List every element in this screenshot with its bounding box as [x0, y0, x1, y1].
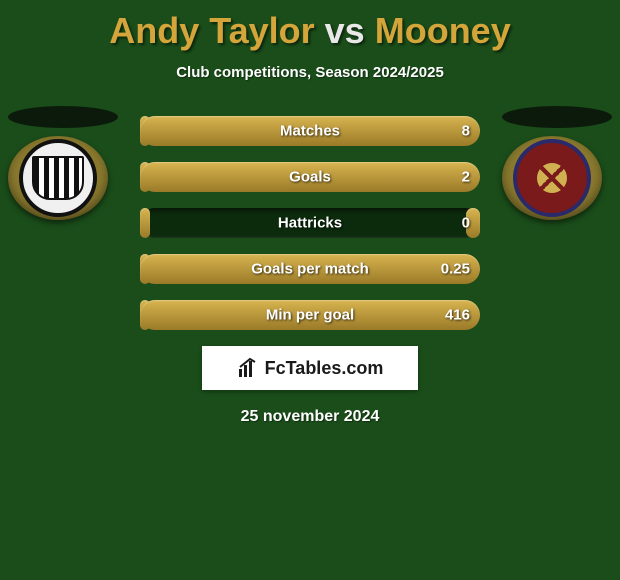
brand-chart-icon [237, 357, 259, 379]
stat-bars: Matches 8 Goals 2 Hattricks 0 Goals per match 0… [140, 116, 480, 330]
crest-inner [513, 139, 591, 217]
stat-bar: Matches 8 [140, 116, 480, 146]
crest-left [8, 106, 118, 220]
bar-value-right: 416 [445, 307, 470, 324]
brand-box: FcTables.com [202, 346, 418, 390]
crest-right [502, 106, 612, 220]
comparison-area: Matches 8 Goals 2 Hattricks 0 Goals per match 0… [0, 116, 620, 426]
subtitle: Club competitions, Season 2024/2025 [0, 64, 620, 81]
bar-value-right: 8 [462, 123, 470, 140]
page-title: Andy Taylor vs Mooney [0, 0, 620, 52]
club-crest-accrington [502, 136, 602, 220]
bar-value-right: 0 [462, 215, 470, 232]
crest-inner [19, 139, 97, 217]
stat-bar: Hattricks 0 [140, 208, 480, 238]
stat-bar: Goals per match 0.25 [140, 254, 480, 284]
grimsby-stripes-icon [32, 156, 84, 200]
stat-bar: Min per goal 416 [140, 300, 480, 330]
bar-label: Goals per match [251, 261, 369, 278]
brand-text: FcTables.com [265, 358, 384, 379]
player2-name: Mooney [375, 10, 511, 51]
stat-bar: Goals 2 [140, 162, 480, 192]
player1-name: Andy Taylor [109, 10, 314, 51]
bar-value-right: 2 [462, 169, 470, 186]
bar-label: Matches [280, 123, 340, 140]
vs-text: vs [325, 10, 365, 51]
club-crest-grimsby [8, 136, 108, 220]
footer-date: 25 november 2024 [0, 408, 620, 426]
bar-label: Hattricks [278, 215, 342, 232]
bar-label: Min per goal [266, 307, 354, 324]
accrington-ball-icon [537, 163, 567, 193]
crest-shadow [502, 106, 612, 128]
crest-shadow [8, 106, 118, 128]
bar-label: Goals [289, 169, 331, 186]
bar-fill-left [140, 208, 150, 238]
bar-value-right: 0.25 [441, 261, 470, 278]
